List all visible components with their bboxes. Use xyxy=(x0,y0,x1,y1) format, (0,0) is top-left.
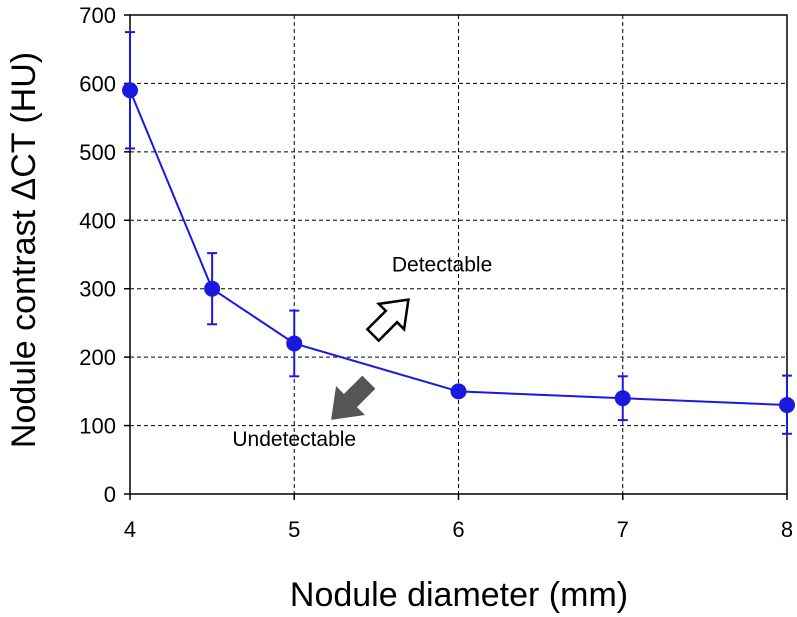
x-axis-title: Nodule diameter (mm) xyxy=(290,576,628,614)
annotations: Detectable Undetectable xyxy=(232,254,492,451)
data-point xyxy=(122,82,138,99)
undetectable-label: Undetectable xyxy=(232,428,356,451)
y-tick-label: 100 xyxy=(79,414,116,439)
y-tick-label: 500 xyxy=(79,140,116,165)
data-point xyxy=(779,397,795,414)
tick-labels: 0 100 200 300 400 500 600 700 4 5 6 7 8 xyxy=(79,3,793,542)
data-point xyxy=(614,390,631,407)
y-axis-title: Nodule contrast ΔCT (HU) xyxy=(5,52,43,448)
detectable-label: Detectable xyxy=(392,254,492,277)
series-layer xyxy=(122,31,795,435)
undetectable-arrow xyxy=(331,375,376,420)
series-line xyxy=(129,89,788,406)
x-tick-label: 7 xyxy=(617,517,629,542)
y-tick-label: 700 xyxy=(79,3,116,28)
data-point xyxy=(450,383,467,400)
annotation-arrows xyxy=(331,298,410,420)
data-point xyxy=(286,335,303,352)
data-point xyxy=(204,280,221,297)
x-tick-label: 5 xyxy=(288,517,300,542)
y-tick-label: 300 xyxy=(79,277,116,302)
y-tick-label: 0 xyxy=(104,482,116,507)
y-tick-label: 600 xyxy=(79,71,116,96)
x-tick-label: 4 xyxy=(124,517,136,542)
x-tick-label: 8 xyxy=(781,517,793,542)
y-tick-label: 400 xyxy=(79,208,116,233)
y-tick-label: 200 xyxy=(79,345,116,370)
detectable-arrow xyxy=(365,298,410,343)
grid-lines xyxy=(130,15,787,494)
x-tick-label: 6 xyxy=(452,517,464,542)
